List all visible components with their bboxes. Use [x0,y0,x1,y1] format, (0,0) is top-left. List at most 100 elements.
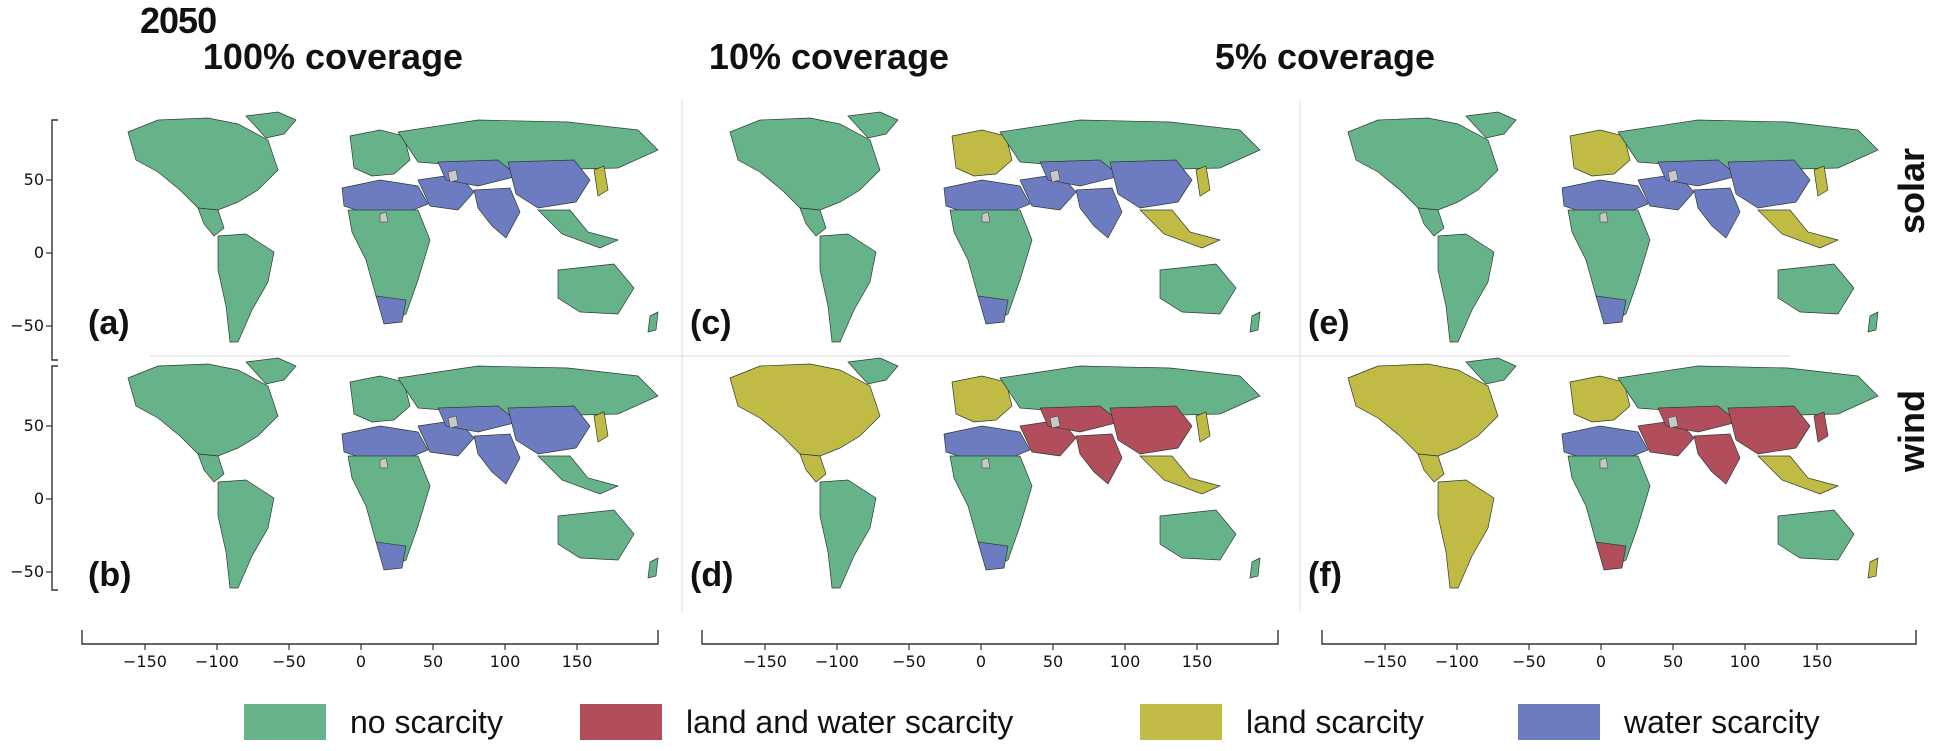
region-europe [951,129,1013,177]
region-japan [1195,411,1211,443]
axis-spines [51,119,1917,645]
region-n-africa [1561,179,1649,215]
region-australia [1159,263,1237,315]
region-central-america [197,453,225,483]
legend-item-no-scarcity: no scarcity [244,700,503,744]
world-map-panel [1347,111,1879,343]
region-greenland [1465,357,1517,385]
x-tick-label: 150 [1801,652,1833,671]
region-no-data [447,169,459,183]
legend: no scarcity land and water scarcity land… [0,700,1947,744]
region-south-america [1437,479,1495,589]
world-map-panel [127,357,659,589]
x-tick-label: −100 [195,652,239,671]
panel-label-f: (f) [1308,556,1342,594]
region-n-africa [943,425,1031,461]
x-tick-label: 0 [975,652,987,671]
region-japan [593,165,609,197]
year-title: 2050 [140,0,217,41]
legend-swatch [1518,704,1600,740]
legend-item-water-scarcity: water scarcity [1518,700,1820,744]
legend-label: land and water scarcity [686,703,1014,740]
region-nz [1867,311,1879,333]
region-s-africa [1595,295,1627,325]
region-greenland [847,357,899,385]
x-tick-label: −150 [743,652,787,671]
legend-item-land-and-water-scarcity: land and water scarcity [580,700,1013,744]
legend-swatch [1140,704,1222,740]
region-nz [1249,311,1261,333]
region-se-asia [1139,209,1222,249]
region-north-america [127,117,279,211]
map-layer [127,111,1879,589]
y-tick-label: 0 [33,243,44,262]
world-map-panel [729,357,1261,589]
region-no-data [1599,211,1609,223]
region-greenland [1465,111,1517,139]
region-china [1109,405,1193,455]
region-north-america [1347,363,1499,457]
region-south-america [819,233,877,343]
region-s-africa [375,295,407,325]
region-south-america [217,479,275,589]
region-south-asia [473,187,521,239]
region-europe [349,129,411,177]
region-nz [647,557,659,579]
region-europe [349,375,411,423]
world-map-panel [729,111,1261,343]
region-n-africa [943,179,1031,215]
legend-label: land scarcity [1246,703,1424,740]
region-south-asia [1075,433,1123,485]
region-no-data [1667,169,1679,183]
column-title-10: 10% coverage [708,36,950,77]
region-japan [593,411,609,443]
region-s-africa [977,295,1009,325]
panel-separators [150,100,1790,612]
region-south-asia [1075,187,1123,239]
region-n-africa [341,425,429,461]
region-china [507,159,591,209]
region-australia [1777,509,1855,561]
x-tick-label: 50 [1042,652,1064,671]
region-s-africa [1595,541,1627,571]
region-no-data [447,415,459,429]
column-title-100: 100% coverage [202,36,464,77]
y-tick-label: 50 [23,416,44,435]
region-central-america [197,207,225,237]
region-south-asia [1693,433,1741,485]
y-tick-label: −50 [10,316,44,335]
region-south-america [217,233,275,343]
region-south-america [1437,233,1495,343]
region-australia [557,263,635,315]
region-south-asia [473,433,521,485]
panel-label-b: (b) [88,556,132,594]
x-tick-label: 150 [561,652,593,671]
column-title-5: 5% coverage [1214,36,1436,77]
region-no-data [379,211,389,223]
panel-label-c: (c) [690,304,732,342]
region-s-africa [375,541,407,571]
map-panels [46,100,1917,650]
region-se-asia [1139,455,1222,495]
legend-label: water scarcity [1624,703,1820,740]
x-tick-label: −100 [815,652,859,671]
x-tick-label: 100 [1109,652,1141,671]
x-tick-label: −150 [1363,652,1407,671]
region-china [1727,405,1811,455]
region-central-america [1417,453,1445,483]
y-tick-label: −50 [10,562,44,581]
x-tick-label: 100 [489,652,521,671]
region-se-asia [1757,209,1840,249]
region-no-data [1599,457,1609,469]
region-nz [1249,557,1261,579]
region-central-america [799,453,827,483]
panel-label-a: (a) [88,304,130,342]
region-japan [1195,165,1211,197]
region-no-data [1667,415,1679,429]
y-tick-marks [46,179,52,573]
region-greenland [245,111,297,139]
region-se-asia [1757,455,1840,495]
x-tick-label: −50 [892,652,926,671]
world-map-panel [1347,357,1879,589]
